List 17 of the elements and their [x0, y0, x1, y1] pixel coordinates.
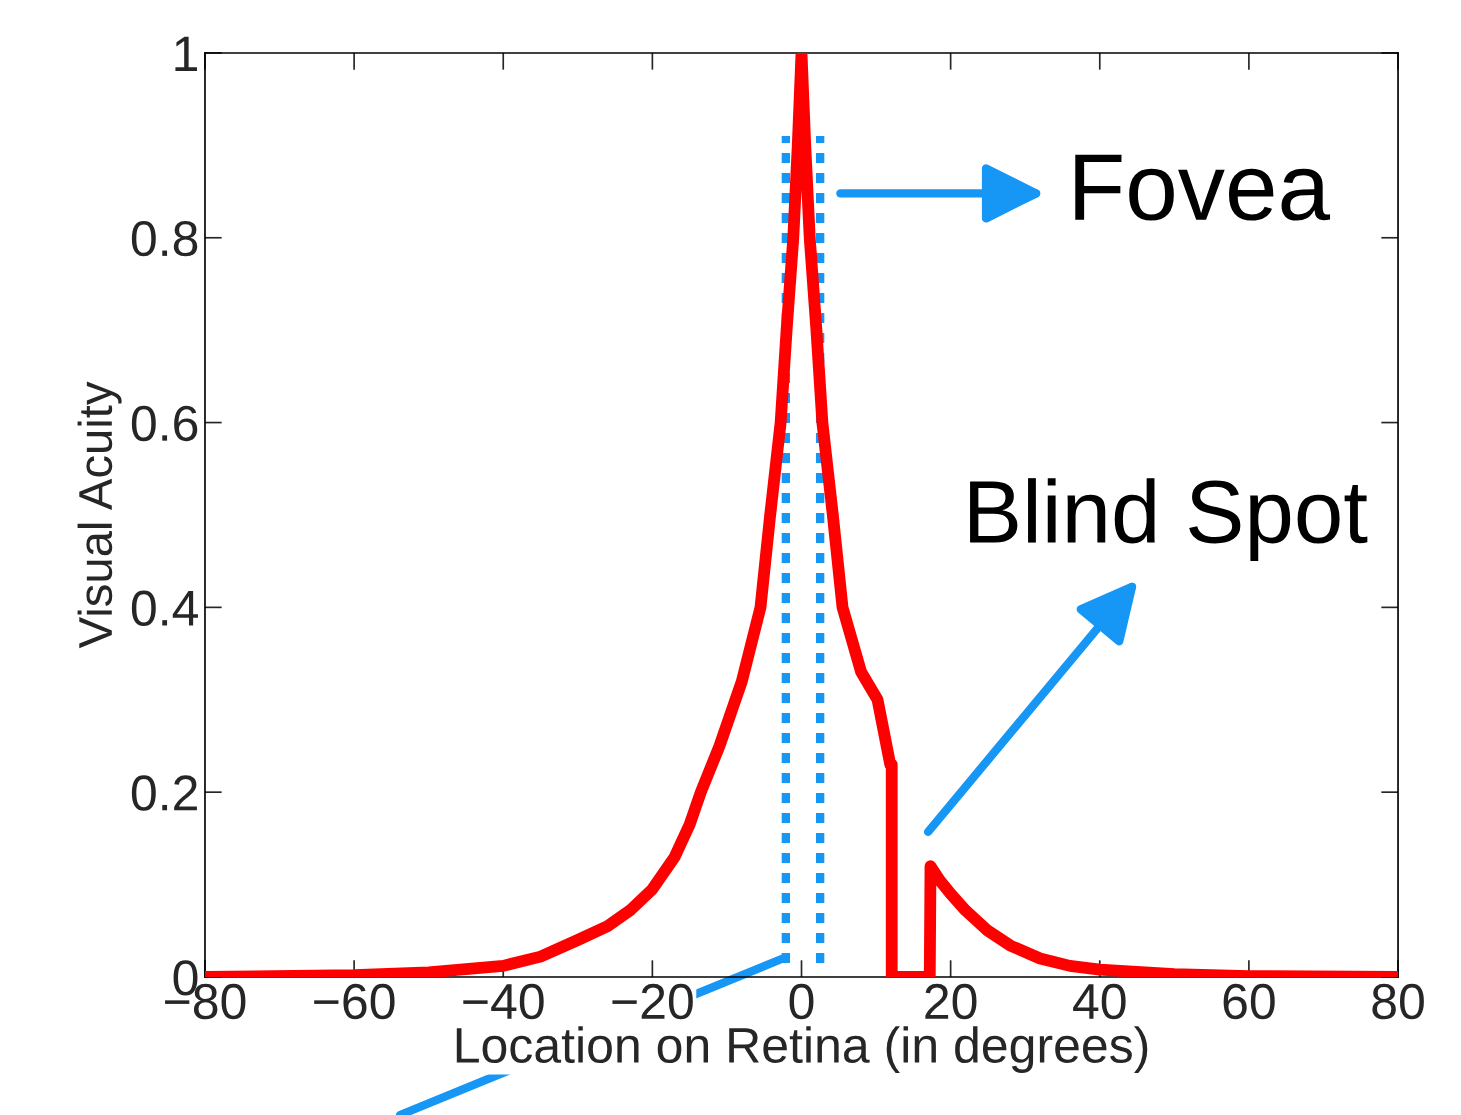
x-tick-label: 0 [789, 983, 814, 1020]
x-tick-label: 40 [1073, 983, 1126, 1020]
y-tick-label: 1 [175, 36, 197, 72]
annotation: Blind Spot [970, 478, 1368, 562]
x-tick-label: −20 [612, 983, 693, 1020]
y-tick-label: 0.6 [131, 405, 198, 442]
x-tick-label: 80 [1372, 983, 1424, 1020]
x-axis-title: Location on Retina (in degrees) [456, 1026, 1148, 1073]
y-tick-label: 0.2 [131, 775, 197, 811]
y-tick-label: 0.4 [131, 590, 198, 626]
x-tick-label: −60 [314, 983, 395, 1020]
x-tick-label: 60 [1223, 983, 1275, 1020]
annotation: Fovea [1075, 154, 1331, 221]
y-axis-title: Visual Acuity [77, 381, 122, 649]
x-tick-label: 20 [925, 983, 977, 1020]
x-tick-label: −40 [463, 983, 544, 1020]
y-tick-label: 0.8 [131, 220, 198, 257]
